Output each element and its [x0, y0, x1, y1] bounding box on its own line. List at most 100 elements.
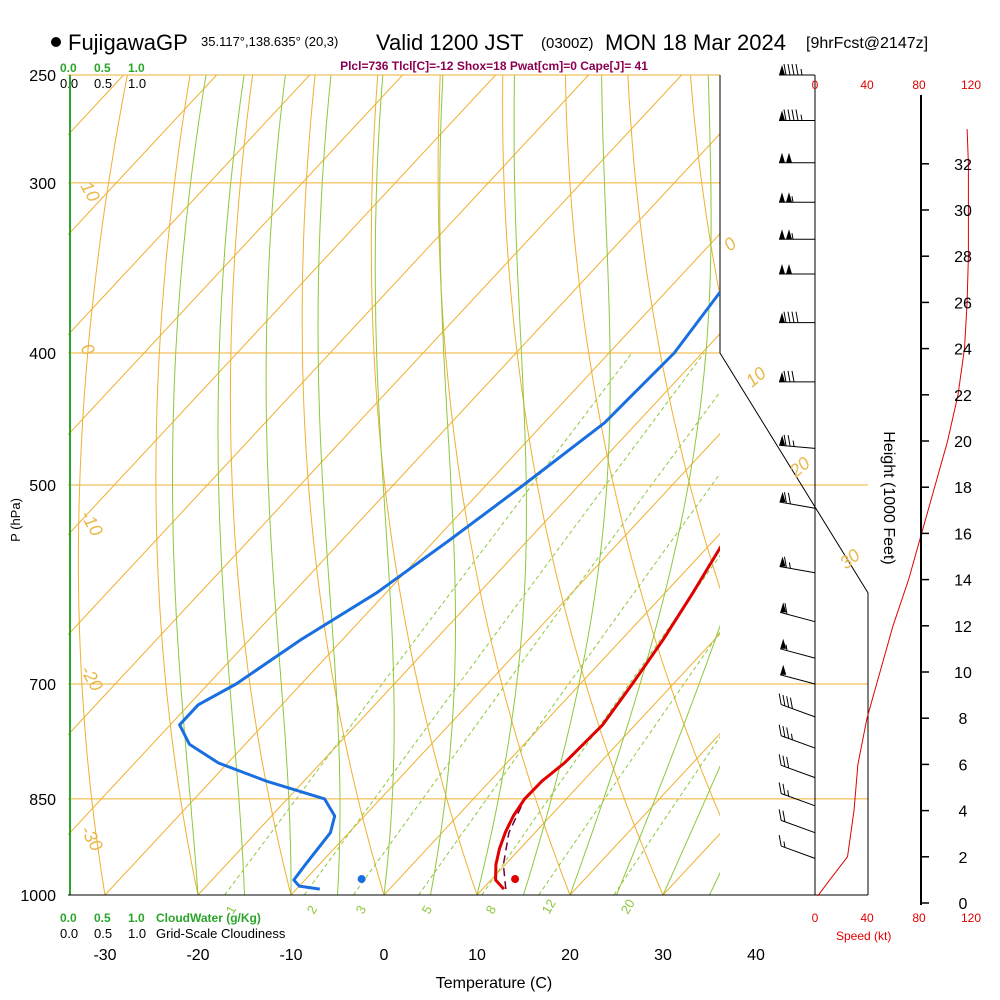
temperature-tick-label: 0: [380, 947, 389, 964]
mixing-ratio-line: [613, 736, 720, 895]
wind-barb: [779, 556, 816, 574]
pressure-tick-label: 850: [29, 792, 56, 809]
pressure-tick-label: 400: [29, 346, 56, 363]
wind-barb-half-flag: [792, 440, 795, 447]
mixing-ratio-label: 2: [304, 903, 321, 917]
mixing-ratio-line: [418, 472, 720, 895]
moist-adiabat-label: 30: [836, 545, 864, 573]
wind-barb-half-flag: [783, 841, 786, 848]
speed-tick-bottom: 80: [912, 911, 926, 925]
height-tick-label: 18: [954, 480, 972, 497]
temperature-tick-label: 30: [654, 947, 672, 964]
temperature-tick-label: 10: [468, 947, 486, 964]
wind-barb-flag: [786, 727, 790, 739]
temperature-tick-label: -30: [93, 947, 116, 964]
dry-adiabat-label: -30: [77, 822, 107, 855]
wind-barb: [779, 152, 815, 164]
mixing-ratio-label: 20: [618, 896, 638, 916]
height-tick-label: 6: [959, 757, 968, 774]
wind-barb-flag: [783, 63, 787, 76]
dry-adiabat-label: -10: [77, 507, 107, 540]
wind-barb-pennant: [779, 556, 786, 567]
wind-barb-staff: [781, 704, 816, 718]
moist-adiabat-line: [662, 765, 720, 895]
wind-barb-staff: [780, 611, 816, 623]
wind-barb-flag: [784, 603, 788, 615]
speed-tick-top: 80: [912, 78, 926, 92]
wind-barb: [778, 782, 816, 807]
temperature-tick-label: 20: [561, 947, 579, 964]
speed-tick-top: 40: [860, 78, 874, 92]
dry-adiabat-line: [437, 75, 571, 895]
wind-barb-pennant: [786, 264, 792, 275]
parcel-path-line: [502, 801, 524, 890]
height-tick-label: 22: [954, 388, 972, 405]
wind-barb-pennant: [786, 229, 792, 240]
wind-barb-flag: [778, 782, 782, 794]
wind-barb: [778, 754, 816, 779]
moist-adiabat-line: [265, 75, 292, 895]
cloud-water-bottom-1: 0.5: [94, 911, 111, 925]
height-tick-label: 26: [954, 295, 972, 312]
wind-barb-pennant: [780, 638, 787, 649]
cloud-scale-top: 0.0 0.5 1.0 0.0 0.5 1.0: [60, 61, 146, 91]
wind-barb-staff: [780, 648, 816, 659]
moist-adiabat-line: [569, 75, 712, 895]
wind-barb-flag: [787, 109, 791, 121]
wind-barb-pennant: [779, 491, 786, 502]
wind-barb: [779, 370, 815, 383]
wind-barb: [779, 109, 815, 122]
wind-barb-flag: [795, 109, 799, 121]
height-tick-label: 20: [954, 434, 972, 451]
pressure-axis-title: P (hPa): [8, 498, 23, 542]
height-tick-label: 12: [954, 619, 972, 636]
isotherm-line: [68, 75, 403, 436]
wind-barb-flag: [787, 435, 791, 447]
speed-tick-top: 0: [812, 78, 819, 92]
wind-barb: [779, 63, 815, 76]
mixing-ratio-line: [303, 352, 705, 895]
wind-barb: [778, 693, 816, 718]
surface-dewpoint-point: [357, 875, 366, 884]
wind-barb: [778, 809, 816, 834]
valid-date: MON 18 Mar 2024: [605, 30, 786, 55]
wind-barb-flag: [783, 370, 787, 382]
pressure-axis: 250 300 400 500 700 850 1000: [20, 68, 56, 905]
wind-barb-flag: [783, 434, 787, 446]
height-tick-label: 2: [959, 850, 968, 867]
wind-barb-flag: [783, 311, 787, 323]
mixing-ratio-label: 3: [353, 903, 370, 917]
wind-barb-pennant: [779, 152, 785, 163]
wind-barb: [779, 311, 815, 324]
height-tick-label: 24: [954, 342, 972, 359]
dry-adiabat-line: [229, 75, 292, 895]
wind-barb-pennant: [780, 664, 787, 675]
station-name: FujigawaGP: [68, 30, 188, 55]
wind-barb-flag: [791, 109, 795, 121]
wind-barb-flag: [791, 63, 795, 76]
cloud-water-bottom-2: 1.0: [128, 911, 145, 925]
dry-adiabat-line: [627, 75, 720, 590]
height-tick-label: 10: [954, 665, 972, 682]
cloud-water-top-2: 1.0: [128, 61, 145, 75]
wind-barb-flag: [778, 834, 782, 847]
isotherm-line: [68, 75, 217, 236]
wind-barb-staff: [781, 793, 816, 807]
isotherm-line: [849, 75, 1000, 895]
mixing-ratio-line: [224, 352, 633, 895]
wind-barb-staff: [780, 674, 816, 685]
dry-adiabat-line: [502, 75, 664, 895]
wind-barb-flag: [787, 311, 791, 323]
wind-barb-staff: [779, 566, 816, 574]
cloud-scale-bottom: 0.0 0.5 1.0 CloudWater (g/Kg) 0.0 0.5 1.…: [60, 911, 286, 941]
wind-barb-flag: [782, 783, 786, 795]
wind-barb-flag: [778, 754, 782, 766]
height-tick-label: 8: [959, 711, 968, 728]
pressure-tick-label: 700: [29, 677, 56, 694]
wind-barb-pennant: [779, 110, 785, 121]
wind-barb-flag: [778, 693, 782, 705]
wind-barb-flag: [791, 370, 795, 382]
cloud-water-top-0: 0.0: [60, 61, 77, 75]
cloudiness-bottom-0: 0.0: [60, 926, 78, 941]
